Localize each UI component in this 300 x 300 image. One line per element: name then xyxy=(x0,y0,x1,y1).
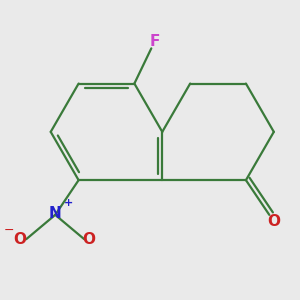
Text: O: O xyxy=(14,232,26,247)
Text: −: − xyxy=(4,224,14,236)
Text: O: O xyxy=(83,232,96,247)
Text: +: + xyxy=(64,198,73,208)
Text: F: F xyxy=(150,34,160,49)
Text: N: N xyxy=(49,206,61,221)
Text: O: O xyxy=(267,214,280,229)
